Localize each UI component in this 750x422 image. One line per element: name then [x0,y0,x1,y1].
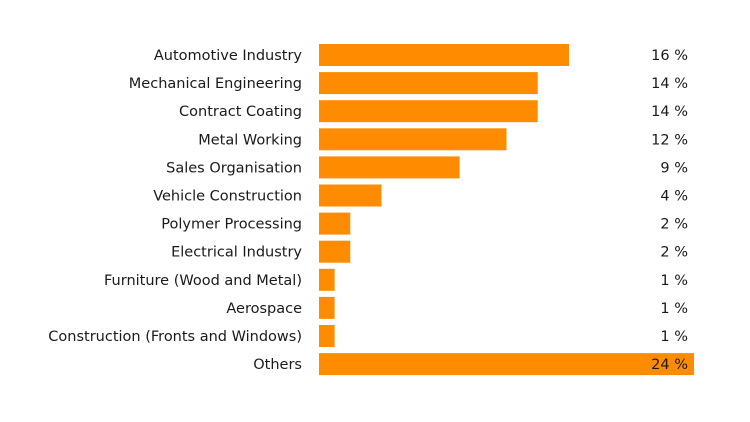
category-label: Vehicle Construction [153,189,302,205]
bar [319,44,569,66]
category-label: Metal Working [198,132,302,148]
category-label: Mechanical Engineering [129,76,302,92]
category-label: Furniture (Wood and Metal) [104,273,302,289]
bar [319,353,694,376]
category-label: Construction (Fronts and Windows) [48,329,302,345]
bar [319,156,460,179]
value-label: 14 % [651,104,688,120]
value-label: 1 % [660,329,688,345]
value-label: 4 % [660,189,688,205]
bar [319,128,507,151]
category-label: Others [253,357,302,373]
value-label: 24 % [651,357,688,373]
bar [319,100,538,123]
category-label: Electrical Industry [171,245,302,261]
value-label: 1 % [660,273,688,289]
category-label: Automotive Industry [154,48,303,64]
value-label: 1 % [660,301,688,317]
category-label: Aerospace [226,301,302,317]
category-label: Sales Organisation [166,160,302,176]
bar [319,325,335,347]
bar [319,268,335,291]
value-label: 2 % [660,245,688,261]
bar [319,72,538,95]
bar [319,240,351,263]
category-label: Polymer Processing [161,217,302,233]
category-label: Contract Coating [179,104,302,120]
value-label: 14 % [651,76,688,92]
value-label: 9 % [660,160,688,176]
value-label: 16 % [651,48,688,64]
bar [319,212,351,235]
value-label: 2 % [660,217,688,233]
bar [319,184,382,207]
value-label: 12 % [651,132,688,148]
bar [319,296,335,319]
